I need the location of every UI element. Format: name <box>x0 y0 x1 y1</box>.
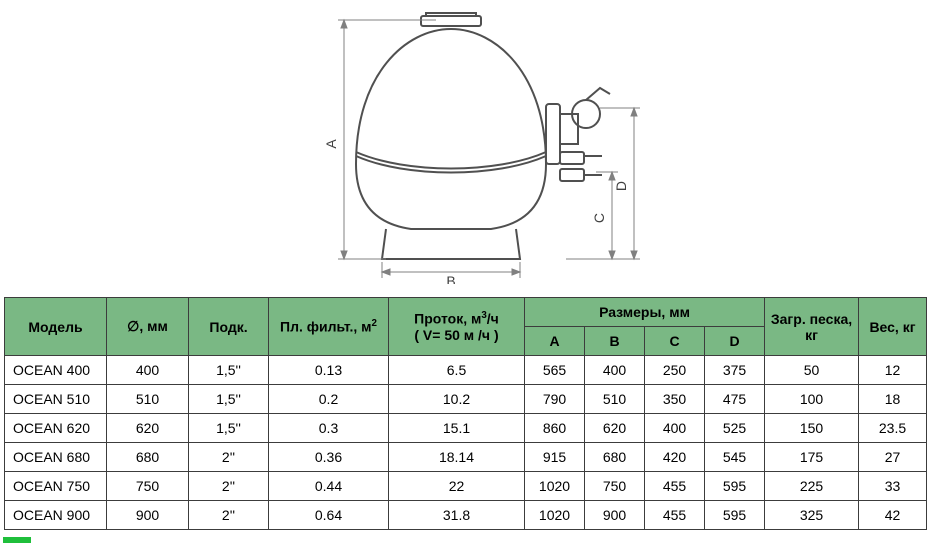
technical-diagram: A B C D <box>0 0 931 289</box>
cell: OCEAN 750 <box>5 472 107 501</box>
col-dim-c: C <box>645 327 705 356</box>
cell: 860 <box>525 414 585 443</box>
cell: 33 <box>859 472 927 501</box>
cell: 0.13 <box>269 356 389 385</box>
cell: 1,5'' <box>189 385 269 414</box>
cell: 100 <box>765 385 859 414</box>
cell: 50 <box>765 356 859 385</box>
cell: 565 <box>525 356 585 385</box>
cell: 225 <box>765 472 859 501</box>
col-filter-area: Пл. фильт., м2 <box>269 298 389 356</box>
cell: 1,5'' <box>189 414 269 443</box>
cell: 595 <box>705 472 765 501</box>
cell: 680 <box>585 443 645 472</box>
cell: 400 <box>645 414 705 443</box>
cell: 325 <box>765 501 859 530</box>
col-connection: Подк. <box>189 298 269 356</box>
dim-label-b: B <box>446 273 455 284</box>
cell: 2'' <box>189 501 269 530</box>
cell: 6.5 <box>389 356 525 385</box>
cell: 15.1 <box>389 414 525 443</box>
cell: 680 <box>107 443 189 472</box>
cell: 620 <box>585 414 645 443</box>
dim-label-d: D <box>613 181 629 191</box>
cell: 900 <box>585 501 645 530</box>
cell: OCEAN 510 <box>5 385 107 414</box>
cell: 510 <box>107 385 189 414</box>
col-model: Модель <box>5 298 107 356</box>
cell: 455 <box>645 472 705 501</box>
col-dim-d: D <box>705 327 765 356</box>
dim-label-c: C <box>591 213 607 223</box>
cell: 510 <box>585 385 645 414</box>
table-row: OCEAN 6806802''0.3618.149156804205451752… <box>5 443 927 472</box>
cell: OCEAN 900 <box>5 501 107 530</box>
cell: 455 <box>645 501 705 530</box>
cell: 595 <box>705 501 765 530</box>
table-row: OCEAN 9009002''0.6431.810209004555953254… <box>5 501 927 530</box>
cell: 18 <box>859 385 927 414</box>
cell: 900 <box>107 501 189 530</box>
cell: 27 <box>859 443 927 472</box>
table-row: OCEAN 5105101,5''0.210.27905103504751001… <box>5 385 927 414</box>
cell: 400 <box>585 356 645 385</box>
cell: 0.3 <box>269 414 389 443</box>
cell: 150 <box>765 414 859 443</box>
cell: 31.8 <box>389 501 525 530</box>
cell: 2'' <box>189 443 269 472</box>
cell: 23.5 <box>859 414 927 443</box>
cell: OCEAN 400 <box>5 356 107 385</box>
specifications-table: Модель ∅, мм Подк. Пл. фильт., м2 Проток… <box>4 297 927 530</box>
cell: 525 <box>705 414 765 443</box>
cell: 42 <box>859 501 927 530</box>
cell: 22 <box>389 472 525 501</box>
cell: 915 <box>525 443 585 472</box>
cell: 12 <box>859 356 927 385</box>
table-row: OCEAN 7507502''0.4422102075045559522533 <box>5 472 927 501</box>
cell: 10.2 <box>389 385 525 414</box>
cell: 18.14 <box>389 443 525 472</box>
cell: 250 <box>645 356 705 385</box>
cell: 350 <box>645 385 705 414</box>
cell: 420 <box>645 443 705 472</box>
cell: OCEAN 680 <box>5 443 107 472</box>
cell: 375 <box>705 356 765 385</box>
cell: 750 <box>585 472 645 501</box>
col-flow: Проток, м3/ч( V= 50 м /ч ) <box>389 298 525 356</box>
col-dim-b: B <box>585 327 645 356</box>
cell: 750 <box>107 472 189 501</box>
col-sand: Загр. песка, кг <box>765 298 859 356</box>
cell: 175 <box>765 443 859 472</box>
cell: 620 <box>107 414 189 443</box>
table-row: OCEAN 6206201,5''0.315.18606204005251502… <box>5 414 927 443</box>
cell: 2'' <box>189 472 269 501</box>
col-dimensions: Размеры, мм <box>525 298 765 327</box>
table-row: OCEAN 4004001,5''0.136.55654002503755012 <box>5 356 927 385</box>
dim-label-a: A <box>323 139 339 149</box>
cell: 400 <box>107 356 189 385</box>
cell: OCEAN 620 <box>5 414 107 443</box>
col-dim-a: A <box>525 327 585 356</box>
cell: 1020 <box>525 472 585 501</box>
cell: 0.44 <box>269 472 389 501</box>
cell: 1,5'' <box>189 356 269 385</box>
cell: 1020 <box>525 501 585 530</box>
col-diameter: ∅, мм <box>107 298 189 356</box>
cell: 0.2 <box>269 385 389 414</box>
cell: 0.64 <box>269 501 389 530</box>
cell: 545 <box>705 443 765 472</box>
cell: 475 <box>705 385 765 414</box>
accent-bar <box>3 537 31 543</box>
col-weight: Вес, кг <box>859 298 927 356</box>
cell: 790 <box>525 385 585 414</box>
cell: 0.36 <box>269 443 389 472</box>
